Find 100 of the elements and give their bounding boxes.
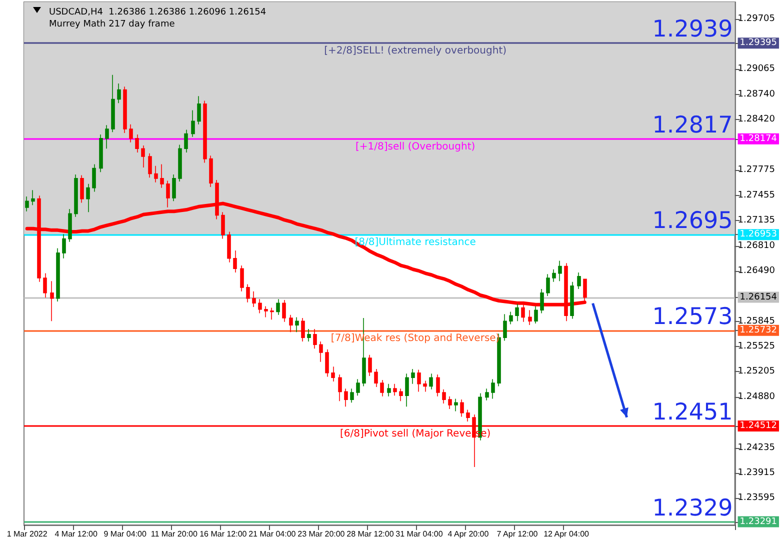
- ref-line-label: 1.2451: [652, 400, 733, 426]
- x-tick-label: 12 Apr 04:00: [544, 530, 590, 538]
- candlestick: [411, 368, 415, 384]
- y-tick-label: 1.23915: [738, 468, 775, 478]
- x-tick-label: 11 Mar 20:00: [150, 530, 198, 538]
- y-tick-label: 1.28174: [740, 134, 778, 144]
- y-tick-label: 1.25732: [740, 325, 777, 336]
- candlestick: [25, 196, 29, 212]
- candlestick: [307, 328, 311, 342]
- candlestick: [209, 155, 213, 188]
- annotation: [+2/8]SELL! (extremely overbought): [324, 46, 507, 57]
- candlestick: [540, 288, 544, 314]
- candlestick: [429, 373, 433, 390]
- y-tick-label: 1.24512: [740, 421, 777, 432]
- y-tick-label: 1.26490: [738, 266, 776, 276]
- candlestick: [387, 383, 391, 397]
- candlestick: [31, 190, 35, 206]
- candlestick: [172, 174, 176, 202]
- candlestick: [270, 307, 274, 320]
- candlestick: [258, 298, 262, 314]
- candlestick: [509, 311, 513, 325]
- candlestick: [289, 314, 293, 333]
- candlestick: [197, 96, 201, 125]
- candlestick: [99, 134, 103, 173]
- candlestick: [558, 260, 562, 282]
- x-tick-label: 4 Mar 12:00: [54, 530, 98, 538]
- y-tick-label: 1.29395: [740, 38, 777, 48]
- candlestick: [356, 378, 360, 396]
- candlestick: [295, 316, 299, 333]
- candlestick: [399, 388, 403, 402]
- candlestick: [313, 328, 317, 349]
- candlestick: [221, 212, 225, 240]
- candlestick: [184, 129, 188, 153]
- candlestick: [246, 284, 250, 303]
- candlestick: [160, 164, 164, 188]
- annotation: [+1/8]sell (Overbought): [355, 141, 476, 152]
- candlestick: [368, 354, 372, 376]
- x-tick-label: 4 Apr 20:00: [448, 530, 490, 538]
- candlestick: [80, 174, 84, 204]
- y-tick-label: 1.29705: [738, 14, 775, 24]
- candlestick: [528, 310, 532, 326]
- x-tick-label: 9 Mar 04:00: [104, 530, 147, 538]
- candlestick: [135, 134, 139, 153]
- y-tick-label: 1.25845: [738, 316, 775, 327]
- candlestick: [117, 83, 121, 104]
- candlestick: [405, 373, 409, 407]
- y-tick-label: 1.28740: [738, 90, 776, 100]
- candlestick: [534, 306, 538, 324]
- y-tick-label: 1.26810: [738, 240, 776, 251]
- candlestick: [380, 380, 384, 397]
- text: USDCAD,H4 1.26386 1.26386 1.26096 1.26154: [49, 8, 266, 18]
- candlestick: [454, 398, 458, 412]
- y-tick-label: 1.23291: [740, 516, 777, 527]
- candlestick: [191, 110, 195, 138]
- candlestick: [344, 388, 348, 407]
- y-tick-label: 1.25205: [738, 366, 775, 377]
- y-tick-label: 1.27775: [738, 165, 775, 176]
- x-tick-label: 23 Mar 20:00: [298, 530, 346, 538]
- y-tick-label: 1.27455: [738, 190, 775, 200]
- y-tick-label: 1.26154: [740, 292, 778, 302]
- x-tick-label: 31 Mar 04:00: [396, 530, 444, 538]
- candlestick: [50, 280, 54, 322]
- candlestick: [515, 303, 519, 322]
- y-tick-label: 1.23595: [738, 492, 775, 503]
- candlestick: [227, 231, 231, 263]
- candlestick: [460, 399, 464, 418]
- candlestick: [301, 318, 305, 342]
- candlestick: [62, 234, 66, 259]
- y-tick-label: 1.29065: [738, 64, 775, 74]
- candlestick: [497, 333, 501, 387]
- candlestick: [485, 388, 489, 401]
- candlestick: [282, 300, 286, 322]
- ref-line-label: 1.2329: [652, 495, 733, 522]
- candlestick: [123, 86, 127, 134]
- candlestick: [436, 374, 440, 397]
- y-tick-label: 1.26953: [740, 230, 777, 240]
- ref-line-label: 1.2817: [652, 112, 733, 138]
- x-tick-label: 21 Mar 04:00: [248, 530, 296, 538]
- candlestick: [203, 100, 207, 164]
- candlestick: [129, 124, 133, 143]
- candlestick: [74, 174, 78, 218]
- candlestick: [325, 348, 329, 378]
- candlestick: [442, 388, 446, 404]
- candlestick: [374, 368, 378, 388]
- candlestick: [319, 341, 323, 362]
- ref-line-label: 1.2695: [652, 208, 733, 234]
- candlestick: [111, 74, 115, 133]
- x-tick-label: 16 Mar 12:00: [200, 530, 248, 538]
- x-tick-label: 28 Mar 12:00: [346, 530, 394, 538]
- ref-line-label: 1.2939: [652, 16, 733, 43]
- candlestick: [393, 383, 397, 396]
- candlestick: [166, 180, 170, 208]
- y-tick-label: 1.25525: [738, 342, 775, 352]
- candlestick: [233, 250, 237, 273]
- x-tick-label: 7 Apr 12:00: [496, 530, 538, 538]
- x-tick-label: 1 Mar 2022: [6, 530, 48, 538]
- candlestick: [350, 388, 354, 404]
- ref-line-label: 1.2573: [652, 304, 733, 330]
- candlestick: [570, 282, 574, 320]
- candlestick: [546, 274, 550, 296]
